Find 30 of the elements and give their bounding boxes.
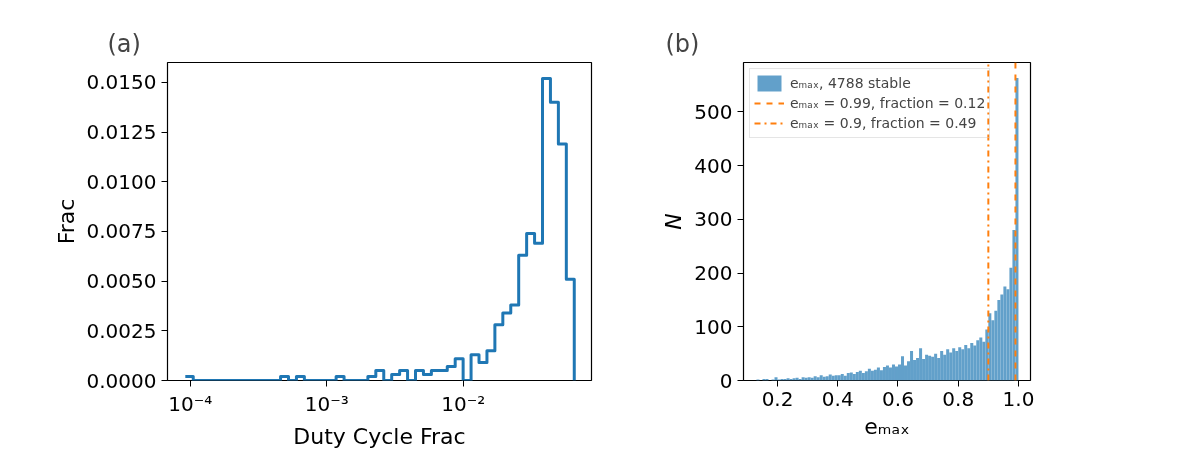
x-axis-title: eₘₐₓ [864, 413, 910, 439]
ref-line-label: eₘₐₓ = 0.9, fraction = 0.49 [790, 115, 977, 131]
y-axis-title: Frac [53, 198, 79, 245]
y-tick-label: 100 [694, 314, 733, 339]
x-tick-label: 10⁻³ [304, 391, 349, 416]
y-tick-label: 300 [694, 207, 733, 232]
x-tick-label: 10⁻⁴ [168, 391, 213, 416]
y-tick-label: 200 [694, 261, 733, 286]
x-axis-title: Duty Cycle Frac [293, 423, 466, 449]
y-tick-label: 0.0000 [86, 368, 157, 393]
x-tick-label: 10⁻² [441, 391, 486, 416]
y-tick-label: 0.0100 [86, 169, 157, 194]
x-tick-label: 0.8 [942, 386, 975, 411]
y-axis-title: N [661, 213, 687, 230]
y-tick-label: 0.0025 [86, 318, 157, 343]
chart-title: (a) [107, 29, 141, 58]
x-tick-label: 0.4 [821, 386, 854, 411]
y-tick-label: 400 [694, 153, 733, 178]
y-tick-label: 0.0125 [86, 120, 157, 145]
chart-title: (b) [665, 29, 700, 58]
legend-label: eₘₐₓ, 4788 stable [790, 75, 911, 91]
y-tick-label: 0.0050 [86, 269, 157, 294]
y-tick-label: 0.0075 [86, 219, 157, 244]
x-tick-label: 0.2 [761, 386, 794, 411]
y-tick-label: 0 [719, 368, 733, 393]
ref-line-label: eₘₐₓ = 0.99, fraction = 0.12 [790, 95, 986, 111]
y-tick-label: 0.0150 [86, 70, 157, 95]
y-tick-label: 500 [694, 99, 733, 124]
x-tick-label: 0.6 [882, 386, 914, 411]
x-tick-label: 1.0 [1002, 386, 1035, 411]
